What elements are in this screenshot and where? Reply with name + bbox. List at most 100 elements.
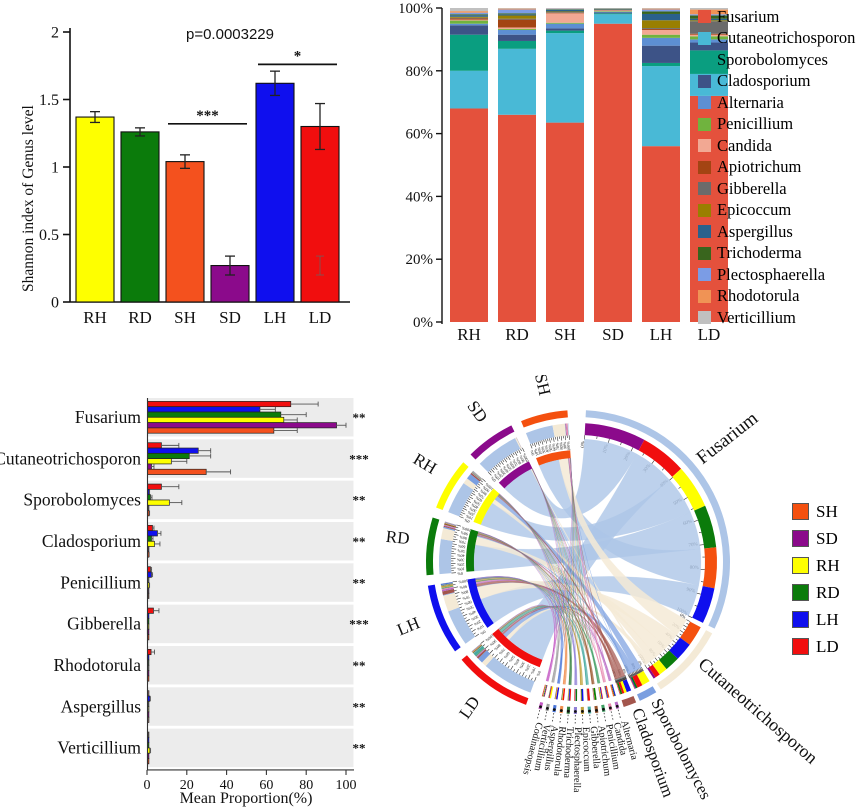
genus-Fusarium-tick: [690, 508, 694, 510]
group-SH-tick: [535, 442, 538, 445]
group-LH-tick-label: 70%: [461, 594, 470, 601]
bar-RH: [147, 540, 155, 547]
y-tick-label: 0.5: [39, 227, 59, 244]
segment-Cladosporium: [690, 42, 728, 51]
segment-Apiotrichum: [450, 18, 488, 20]
genus-Fusarium-tick: [698, 531, 702, 534]
bar-LD: [300, 125, 340, 303]
legend-swatch: [698, 10, 711, 24]
genus-Cutaneotrichosporon-tick: [671, 643, 674, 646]
legend-swatch: [698, 117, 711, 131]
ribbon-RH-Epicoccum: [498, 494, 581, 686]
x-category-label: RD: [128, 308, 152, 327]
legend-item-Apiotrichum: Apiotrichum: [698, 157, 855, 179]
legend-swatch: [698, 203, 711, 217]
genus-ring-segment-RD: [568, 688, 570, 701]
genus-ring-segment-LD: [638, 439, 682, 477]
group-ring-segment: [448, 483, 474, 517]
group-RD-tick: [454, 531, 458, 533]
legend-item-Trichoderma: Trichoderma: [698, 243, 855, 265]
genus-Sporobolomyces-tick: [630, 672, 633, 677]
x-category-label: SH: [554, 325, 576, 344]
group-LD-tick: [507, 665, 510, 669]
ribbon-RD-Verticillium: [478, 531, 558, 683]
genus-label-Gibberella: Gibberella: [588, 726, 602, 769]
group-inner-arc-LH: [467, 578, 494, 628]
group-SD-tick: [500, 460, 504, 465]
group-ring-segment: [481, 653, 494, 666]
legend-item-Cutaneotrichosporon: Cutaneotrichosporon: [698, 28, 855, 50]
segment-Apiotrichum: [498, 19, 536, 28]
leader-line: [596, 713, 599, 724]
group-label-RH: RH: [410, 449, 440, 477]
legend-swatch: [792, 611, 809, 628]
sig-stars: ***: [349, 617, 369, 632]
genus-ring-segment-RH: [555, 687, 558, 700]
group-LD-tick: [487, 649, 490, 652]
genus-ring-segment-RH: [542, 684, 547, 697]
segment-Epicoccum: [642, 20, 680, 29]
genus-ring-segment-SH: [586, 688, 588, 701]
group-SD-tick: [520, 448, 522, 452]
genus-Cutaneotrichosporon-tick: [679, 633, 682, 636]
group-LH-tick: [470, 627, 473, 630]
ribbon-RH-Rhodotorula: [498, 493, 567, 685]
bar-SD: [147, 422, 337, 429]
segment-Trichoderma: [498, 13, 536, 15]
segment-Penicillium: [450, 20, 488, 24]
group-LD-tick-label: 40%: [513, 658, 521, 667]
group-ring-segment: [441, 583, 453, 587]
group-LH-tick: [453, 586, 459, 589]
genus-Sporobolomyces-tick: [641, 668, 644, 672]
group-SH-tick: [545, 439, 547, 444]
genus-ring-segment-RH: [586, 688, 588, 701]
group-SD-tick: [522, 447, 525, 453]
group-RD-tick: [455, 526, 459, 529]
genus-Cladosporium-tick: [623, 677, 626, 681]
group-LH-tick: [458, 603, 463, 606]
genus-ring-segment-SD: [647, 667, 656, 679]
genus-dot-Gibberella: [588, 709, 591, 713]
bar-SD: [210, 264, 250, 303]
x-tick-label: 60: [259, 778, 273, 793]
legend-swatch: [698, 311, 711, 325]
genus-Sporobolomyces-tick: [635, 669, 639, 675]
group-ring-segment: [472, 644, 483, 654]
segment-Penicillium: [546, 22, 584, 24]
genus-Cladosporium-tick: [616, 678, 619, 683]
genus-Fusarium-tick: [669, 477, 673, 481]
group-ring-segment: [444, 524, 456, 529]
x-category-label: LH: [650, 325, 673, 344]
group-ring-segment: [441, 586, 454, 590]
x-category-label: RH: [83, 308, 107, 327]
legend-item-Cladosporium: Cladosporium: [698, 71, 855, 93]
sig-stars: **: [353, 575, 366, 590]
genus-dot-Apiotrichum: [595, 708, 598, 712]
y-tick-label: 100%: [400, 1, 433, 17]
x-category-label: SH: [174, 308, 196, 327]
legend-label: Trichoderma: [717, 243, 802, 263]
group-ring-segment: [476, 648, 486, 657]
genus-ring-segment-RD: [694, 505, 717, 549]
genus-dot-Candida: [608, 706, 612, 710]
bar-LH: [147, 447, 199, 454]
segment-Candida: [498, 27, 536, 30]
group-LH-tick: [467, 622, 470, 625]
group-SD-tick: [509, 454, 512, 458]
genus-ring-segment-SD: [629, 677, 635, 689]
genus-Cladosporium-tick: [617, 677, 620, 683]
genus-ring-segment-SH: [610, 684, 615, 697]
ribbon-RH-Plectosphaerella: [498, 494, 576, 686]
segment-Alternaria: [594, 11, 632, 13]
genus-ring-segment-RD: [630, 676, 638, 689]
group-SD-tick-label: 100%: [521, 452, 530, 463]
group-ring-segment: [472, 471, 482, 480]
genus-Sporobolomyces-tick: [631, 671, 635, 677]
group-RH-tick-label: 50%: [472, 498, 481, 506]
segment-Fusarium: [642, 146, 680, 322]
row-band: [147, 687, 354, 726]
leader-line: [559, 714, 562, 725]
group-RD-tick-label: 40%: [456, 553, 464, 559]
group-LH-tick: [460, 608, 465, 611]
